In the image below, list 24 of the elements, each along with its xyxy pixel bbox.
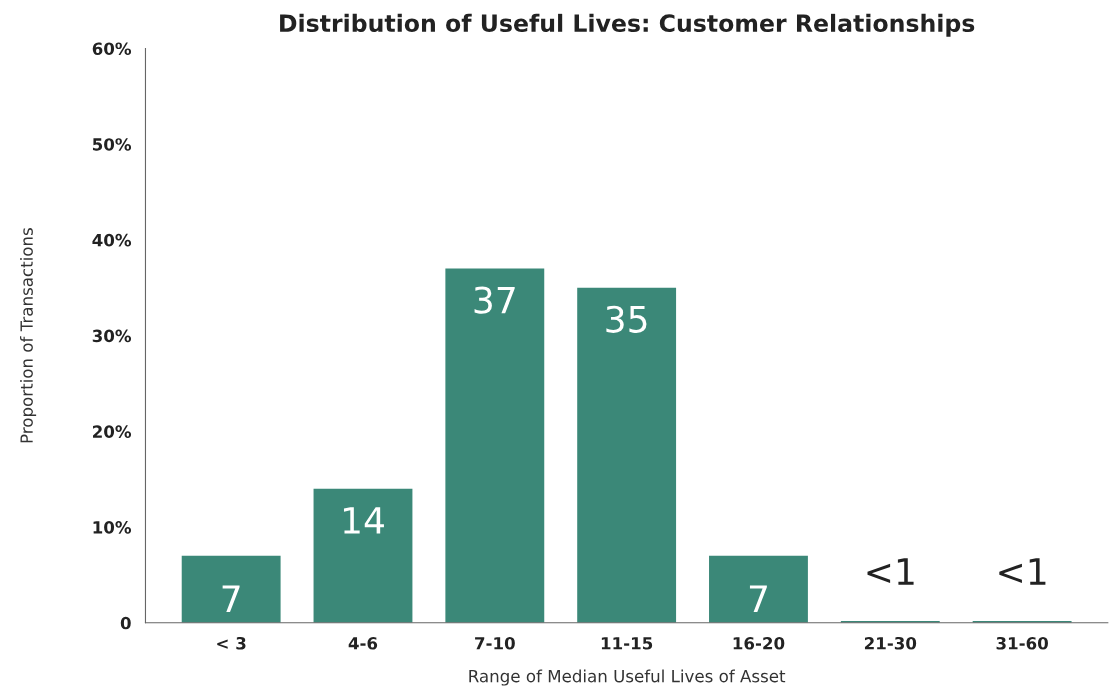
x-axis-title: Range of Median Useful Lives of Asset — [469, 669, 786, 686]
x-tick-label: 4-6 — [348, 637, 378, 650]
y-tick-label: 0 — [120, 616, 131, 630]
data-label: 7 — [749, 585, 767, 612]
data-label: 37 — [474, 286, 515, 314]
data-label: <1 — [867, 558, 914, 585]
y-axis-title: Proportion of Transactions — [20, 228, 37, 443]
x-tick-label: 11-15 — [601, 637, 653, 650]
y-tick-label: 20% — [93, 425, 132, 438]
y-tick-label: 60% — [92, 42, 132, 56]
y-tick-label: 50% — [92, 138, 132, 151]
y-tick-label: 30% — [92, 329, 132, 343]
y-tick-label: 40% — [92, 233, 132, 247]
data-label: 14 — [343, 507, 384, 534]
y-tick-label: 10% — [93, 521, 132, 534]
chart-title: Distribution of Useful Lives: Customer Relationships — [280, 13, 975, 37]
x-tick-label: < 3 — [217, 636, 246, 650]
x-tick-label: 7-10 — [475, 636, 515, 650]
x-tick-label: 31-60 — [996, 636, 1048, 650]
x-tick-label: 21-30 — [864, 636, 917, 650]
data-label: <1 — [999, 558, 1046, 585]
data-label: 35 — [606, 305, 647, 333]
data-label: 7 — [222, 585, 240, 612]
x-tick-label: 16-20 — [733, 636, 785, 650]
